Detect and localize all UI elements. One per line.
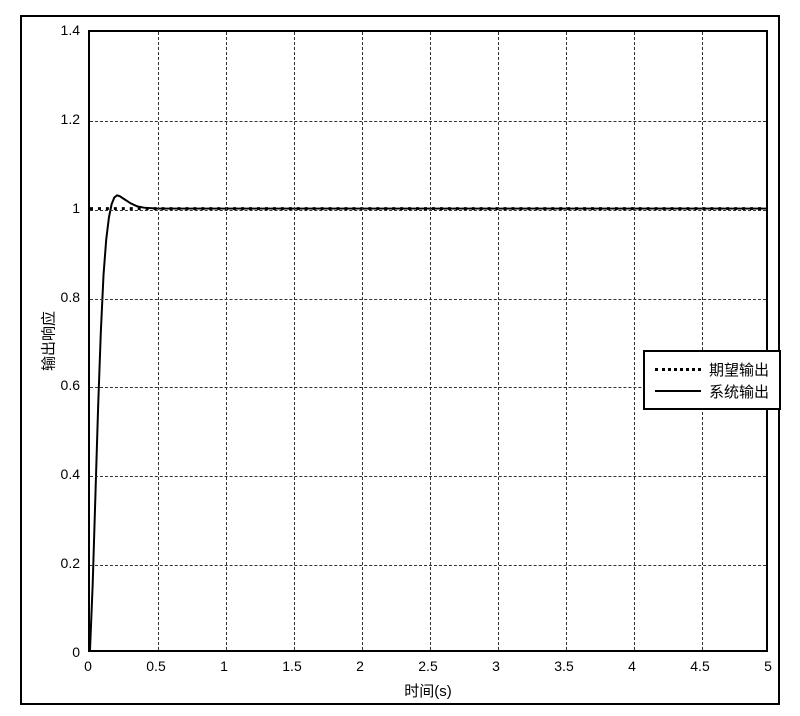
y-tick-label: 1 (40, 200, 80, 216)
y-tick-label: 0.4 (40, 466, 80, 482)
legend-label: 系统输出 (709, 381, 769, 402)
x-tick-label: 2.5 (418, 658, 437, 674)
x-tick-label: 1.5 (282, 658, 301, 674)
y-tick-label: 0.2 (40, 555, 80, 571)
grid-line-vertical (430, 32, 431, 650)
y-tick-label: 0.8 (40, 289, 80, 305)
y-tick-label: 0 (40, 644, 80, 660)
series-系统输出 (90, 195, 766, 650)
legend-item-system: 系统输出 (655, 380, 769, 402)
y-tick-label: 1.4 (40, 22, 80, 38)
grid-line-horizontal (90, 121, 766, 122)
y-axis-label: 输出响应 (38, 311, 59, 371)
x-tick-label: 3.5 (554, 658, 573, 674)
grid-line-horizontal (90, 565, 766, 566)
x-axis-label: 时间(s) (404, 680, 452, 701)
x-tick-label: 0 (84, 658, 92, 674)
grid-line-horizontal (90, 299, 766, 300)
grid-line-vertical (634, 32, 635, 650)
x-tick-label: 1 (220, 658, 228, 674)
x-tick-label: 4 (628, 658, 636, 674)
x-tick-label: 4.5 (690, 658, 709, 674)
legend-swatch-dotted (655, 368, 701, 371)
x-tick-label: 5 (764, 658, 772, 674)
grid-line-vertical (566, 32, 567, 650)
grid-line-vertical (294, 32, 295, 650)
x-tick-label: 0.5 (146, 658, 165, 674)
x-tick-label: 2 (356, 658, 364, 674)
legend-swatch-solid (655, 390, 701, 392)
plot-area (88, 30, 768, 652)
grid-line-vertical (362, 32, 363, 650)
legend: 期望输出 系统输出 (643, 350, 781, 410)
grid-line-horizontal (90, 210, 766, 211)
legend-label: 期望输出 (709, 359, 769, 380)
grid-line-vertical (702, 32, 703, 650)
y-tick-label: 0.6 (40, 377, 80, 393)
grid-line-horizontal (90, 476, 766, 477)
grid-line-vertical (226, 32, 227, 650)
legend-item-expected: 期望输出 (655, 358, 769, 380)
chart-curves (90, 32, 766, 650)
grid-line-vertical (158, 32, 159, 650)
grid-line-vertical (498, 32, 499, 650)
y-tick-label: 1.2 (40, 111, 80, 127)
x-tick-label: 3 (492, 658, 500, 674)
